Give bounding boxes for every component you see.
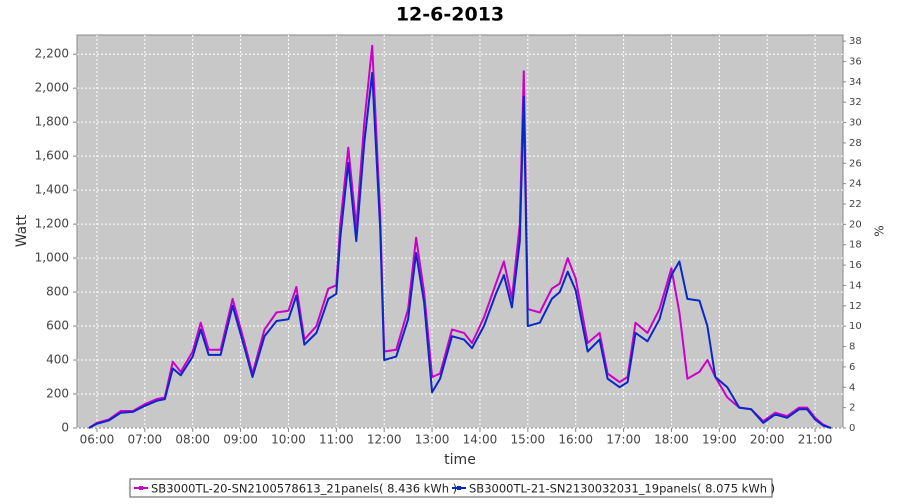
x-axis-label: time (444, 452, 476, 468)
y2-tick-label: 28 (849, 138, 862, 149)
x-tick-label: 13:00 (415, 433, 450, 447)
x-tick-label: 12:00 (367, 433, 402, 447)
y2-tick-label: 22 (849, 199, 862, 210)
y-tick-label: 1,200 (35, 217, 69, 231)
x-tick-label: 20:00 (750, 433, 785, 447)
series-line (88, 44, 832, 429)
y-tick-label: 400 (46, 353, 69, 367)
y-tick-label: 200 (46, 387, 69, 401)
y2-tick-label: 38 (849, 36, 862, 47)
legend (129, 478, 773, 498)
x-tick-label: 11:00 (319, 433, 354, 447)
y2-axis-label: % (873, 225, 887, 236)
x-tick-label: 15:00 (511, 433, 546, 447)
y-tick-label: 800 (46, 285, 69, 299)
legend-marker (457, 486, 461, 490)
y-tick-label: 1,400 (35, 183, 69, 197)
y2-tick-label: 18 (849, 240, 862, 251)
y2-tick-label: 26 (849, 158, 862, 169)
y-tick-label: 1,000 (35, 251, 69, 265)
y2-tick-label: 34 (849, 77, 862, 88)
x-tick-label: 17:00 (606, 433, 641, 447)
y2-tick-label: 24 (849, 179, 862, 190)
y2-tick-label: 30 (849, 118, 862, 129)
x-tick-label: 07:00 (128, 433, 163, 447)
y2-tick-label: 4 (849, 382, 855, 393)
y-tick-label: 2,200 (35, 47, 69, 61)
x-tick-label: 19:00 (702, 433, 737, 447)
x-tick-label: 09:00 (223, 433, 258, 447)
y-axis-label: Watt (14, 214, 30, 247)
y2-tick-label: 8 (849, 342, 855, 353)
y2-tick-label: 20 (849, 219, 862, 230)
y2-tick-label: 16 (849, 260, 862, 271)
y2-tick-label: 32 (849, 97, 862, 108)
y-tick-label: 600 (46, 319, 69, 333)
y-tick-label: 0 (61, 421, 69, 435)
y2-tick-label: 2 (849, 403, 855, 414)
y-tick-label: 1,800 (35, 115, 69, 129)
y2-tick-label: 36 (849, 56, 862, 67)
x-tick-label: 21:00 (798, 433, 833, 447)
series-line (88, 71, 832, 429)
y2-tick-label: 12 (849, 301, 862, 312)
x-tick-label: 18:00 (654, 433, 689, 447)
x-tick-label: 14:00 (463, 433, 498, 447)
y2-tick-label: 14 (849, 280, 862, 291)
x-tick-label: 16:00 (558, 433, 593, 447)
legend-label: SB3000TL-20-SN2100578613_21panels( 8.436… (151, 482, 457, 496)
y-tick-label: 2,000 (35, 81, 69, 95)
y2-tick-label: 0 (849, 423, 855, 434)
legend-marker (139, 486, 143, 490)
y2-tick-label: 6 (849, 362, 855, 373)
x-tick-label: 08:00 (175, 433, 210, 447)
x-tick-label: 06:00 (80, 433, 115, 447)
chart-title: 12-6-2013 (396, 4, 504, 26)
x-tick-label: 10:00 (271, 433, 306, 447)
legend-label: SB3000TL-21-SN2130032031_19panels( 8.075… (469, 482, 775, 496)
y-tick-label: 1,600 (35, 149, 69, 163)
plot-area (76, 34, 844, 429)
y2-tick-label: 10 (849, 321, 862, 332)
